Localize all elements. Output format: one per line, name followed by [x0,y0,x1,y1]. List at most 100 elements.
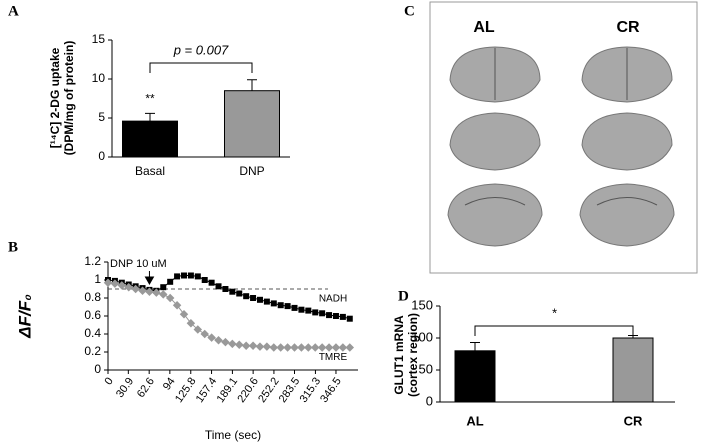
x-tick-label: 346.5 [318,376,344,405]
panel-label: A [8,3,19,19]
panel-c: C AL CR [404,1,698,274]
data-point [256,296,263,303]
data-point [339,313,346,320]
y-tick-label: 100 [411,329,433,344]
annotation-arrow [144,271,155,286]
y-tick-label: 1 [94,272,101,286]
y-tick-label: 0.2 [84,344,101,358]
data-point [194,273,201,280]
series-label: NADH [319,293,347,304]
data-point [193,325,203,334]
data-point [345,343,355,352]
data-point [310,343,320,352]
x-tick-label: 220.6 [235,376,261,405]
data-point [208,279,215,286]
data-point [255,342,265,351]
significance-label: * [551,305,557,320]
brain-sections [447,46,675,247]
bar [612,337,654,403]
data-point [167,278,174,285]
data-point [214,336,223,345]
column-label: CR [616,19,640,36]
x-tick-label: 315.3 [298,376,324,405]
x-tick-label: 252.2 [256,376,282,405]
data-point [201,277,208,283]
data-point [131,284,140,294]
x-tick-label: 189.1 [215,376,241,405]
data-point [298,306,305,313]
data-point [304,343,313,352]
data-point [174,273,181,280]
x-tick-label: 283.5 [277,376,303,405]
series-label: TMRE [319,352,348,363]
y-axis-label: GLUT1 mRNA [392,315,406,395]
data-point [228,339,237,349]
annotation: DNP 10 uM [110,258,167,270]
data-point [305,307,312,314]
data-point [263,298,270,305]
data-point [346,315,353,322]
data-point [152,288,161,297]
panel-label: B [8,239,18,255]
x-tick-label: 157.4 [194,376,220,405]
error-bar [247,79,257,91]
data-point [270,300,277,307]
data-point [284,303,291,310]
data-point [172,300,182,310]
significance-label: p = 0.007 [173,42,229,57]
x-tick-label: 125.8 [173,376,199,405]
data-point [324,343,334,352]
x-tick-label: 62.6 [135,376,157,400]
data-point [186,318,196,328]
data-point [236,290,243,297]
data-point [145,287,154,296]
data-point [159,290,168,299]
data-point [276,343,285,352]
significance-bracket [474,325,634,336]
data-point [331,343,341,352]
x-tick-label: AL [466,413,483,428]
x-tick-label: CR [624,413,643,428]
y-axis-label: [¹⁴C] 2-DG uptake [48,47,62,148]
data-point [269,343,279,352]
brain-slice [449,112,541,171]
data-point [241,341,251,350]
data-point [165,293,175,303]
data-point [326,312,333,319]
y-tick-label: 0 [94,362,101,376]
data-point [207,333,216,342]
data-point [124,282,133,292]
data-point [229,288,236,295]
significance-marker: ** [145,91,155,105]
y-tick-label: 50 [419,361,433,376]
panel-label: D [398,288,409,304]
y-axis-label: (DPM/mg of protein) [62,41,76,156]
y-axis-label: ΔF/F₀ [15,294,34,339]
y-tick-label: 0 [426,393,433,408]
x-tick-label: 30.9 [114,376,136,400]
data-point [290,343,299,352]
data-point [235,340,244,350]
data-point [103,278,113,287]
data-point [319,310,326,317]
y-tick-label: 10 [92,71,106,85]
significance-bracket [149,62,253,73]
brain-slice [579,183,675,247]
y-tick-label: 15 [92,32,106,46]
brain-slice [447,183,543,247]
error-bar [470,341,480,351]
data-point [187,272,194,279]
y-tick-label: 5 [98,110,105,124]
y-tick-label: 0.6 [84,308,101,322]
data-point [222,286,229,292]
data-point [200,329,209,339]
slice-detail [464,48,658,206]
x-tick-label: 94 [161,376,178,393]
y-tick-label: 0 [98,149,105,163]
data-point [221,337,230,347]
data-point [277,302,284,309]
x-axis-label: Time (sec) [205,428,261,442]
data-point [291,304,298,311]
data-point [312,309,319,316]
data-point [138,286,147,296]
